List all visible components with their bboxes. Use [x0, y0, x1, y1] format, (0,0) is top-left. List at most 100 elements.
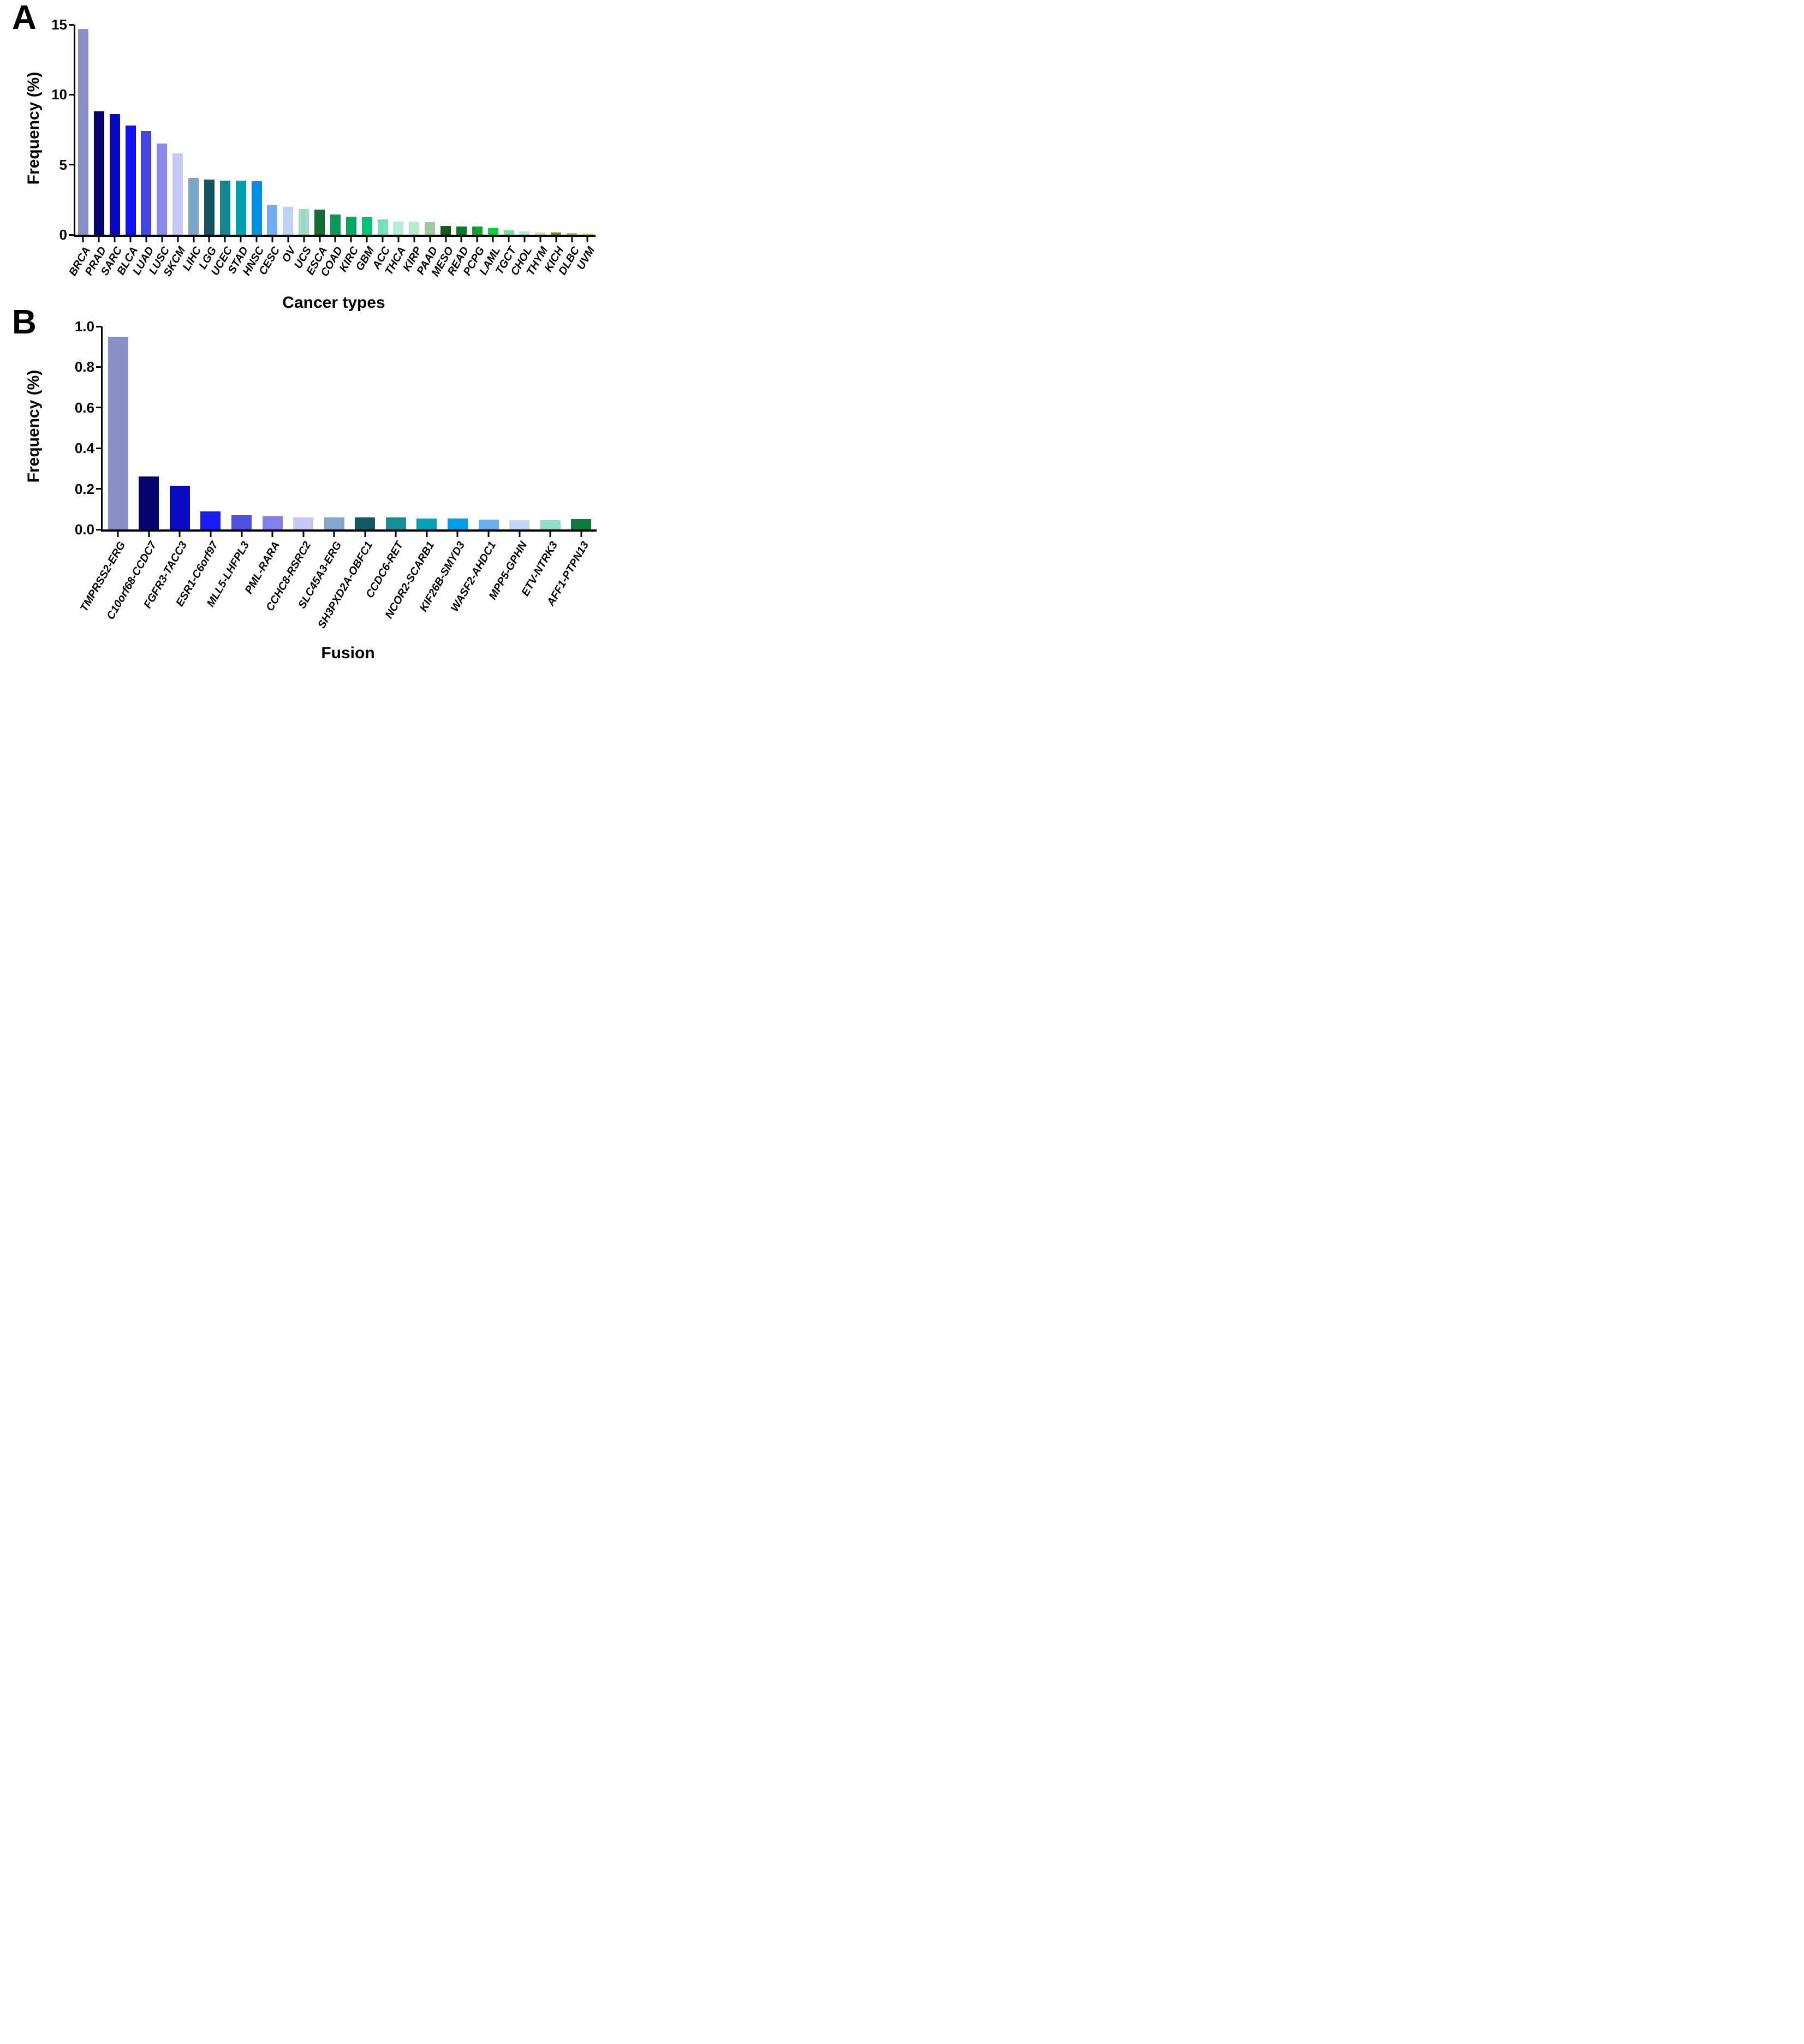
bar-slot — [501, 25, 517, 235]
x-tick — [460, 237, 462, 242]
x-tick — [364, 532, 366, 537]
x-label-slot: UCS — [292, 237, 314, 271]
bar — [551, 232, 562, 235]
bar — [478, 520, 499, 529]
bar-slot — [473, 326, 504, 529]
x-label-slot: UCEC — [209, 237, 235, 278]
bar-slot — [257, 326, 288, 529]
x-tick — [193, 237, 195, 242]
x-label-slot: MPP5-GPHN — [486, 532, 535, 601]
x-label-slot: GBM — [354, 237, 377, 273]
x-label-slot: SKCM — [161, 237, 188, 279]
bar-slot — [170, 25, 186, 235]
x-tick — [366, 237, 368, 242]
bar — [540, 520, 561, 529]
x-tick — [508, 237, 510, 242]
panel-letter-b: B — [12, 303, 37, 341]
x-label-slot: BLCA — [115, 237, 140, 277]
x-tick — [395, 532, 397, 537]
bar — [157, 144, 168, 235]
x-tick — [255, 237, 258, 242]
y-tick-label: 0.2 — [74, 480, 94, 497]
x-tick — [456, 532, 459, 537]
bar-slot — [454, 25, 469, 235]
bar — [377, 219, 388, 235]
x-label-slot: ACC — [371, 237, 392, 271]
bar — [235, 181, 246, 235]
x-tick — [240, 237, 242, 242]
x-label-slot: PAAD — [414, 237, 440, 277]
bar — [141, 131, 152, 235]
bar — [108, 336, 128, 529]
x-label-slot: NCOR2-SCARB1 — [383, 532, 443, 621]
bar — [582, 234, 593, 235]
x-label-slot: AFF1-PTPN13 — [545, 532, 597, 608]
x-label-slot: C10orf68-CCDC7 — [104, 532, 165, 622]
x-label-slot: BRCA — [67, 237, 93, 278]
bar — [169, 486, 190, 529]
bar — [139, 476, 159, 529]
y-tick-label: 0 — [59, 227, 67, 243]
x-tick — [117, 532, 119, 537]
y-tick-label: 1.0 — [74, 318, 94, 335]
x-label-slot: CCDC6-RET — [364, 532, 412, 600]
bar-slot — [123, 25, 139, 235]
x-tick — [287, 237, 289, 242]
bar-slot — [164, 326, 195, 529]
bars-layer — [75, 25, 596, 235]
x-tick — [580, 532, 582, 537]
x-label-slot: STAD — [226, 237, 251, 276]
x-tick — [177, 237, 179, 242]
x-tick — [333, 532, 335, 537]
x-tick — [319, 237, 321, 242]
bar-slot — [350, 326, 381, 529]
bar-slot — [422, 25, 438, 235]
x-label-slot: OV — [279, 237, 298, 265]
bar — [440, 226, 451, 235]
bar-slot — [343, 25, 359, 235]
bar-slot — [442, 326, 473, 529]
bar-slot — [564, 25, 580, 235]
bar — [447, 519, 468, 529]
bar — [385, 517, 406, 529]
x-label-slot: READ — [445, 237, 472, 278]
x-label-slot: LIHC — [180, 237, 204, 273]
bar — [109, 114, 120, 235]
x-tick — [241, 532, 243, 537]
bar-slot — [139, 25, 154, 235]
bar — [299, 208, 309, 235]
y-tick — [96, 407, 101, 409]
bar — [125, 125, 136, 235]
x-tick — [145, 237, 147, 242]
bar — [567, 233, 577, 235]
bar-slot — [438, 25, 454, 235]
bar — [324, 517, 344, 529]
bar-slot — [380, 326, 412, 529]
bar-slot — [296, 25, 312, 235]
panel-letter-a: A — [12, 0, 37, 37]
x-axis-title-a: Cancer types — [282, 294, 385, 312]
bars-layer — [103, 326, 597, 529]
x-tick — [350, 237, 352, 242]
bar-slot — [265, 25, 281, 235]
bar — [78, 28, 88, 235]
y-tick — [69, 164, 74, 166]
x-tick — [476, 237, 478, 242]
x-label-slot: KICH — [542, 237, 566, 274]
bar — [188, 178, 199, 235]
bar-slot — [535, 326, 566, 529]
x-label-slot: THCA — [383, 237, 408, 277]
x-label-slot: COAD — [319, 237, 346, 279]
x-tick — [210, 532, 212, 537]
x-label-slot: LUSC — [147, 237, 172, 277]
y-tick — [96, 366, 101, 368]
x-axis-labels: TMPRSS2-ERG C10orf68-CCDC7 FGFR3-TACC3 ESR1… — [78, 532, 597, 630]
bar — [262, 516, 283, 529]
y-tick — [96, 447, 101, 449]
x-tick — [224, 237, 226, 242]
y-tick-label: 10 — [51, 86, 67, 103]
bar — [346, 216, 356, 235]
y-tick-label: 0.8 — [74, 359, 94, 376]
bar — [314, 209, 325, 235]
y-axis-title-a: Frequency (%) — [25, 71, 43, 185]
